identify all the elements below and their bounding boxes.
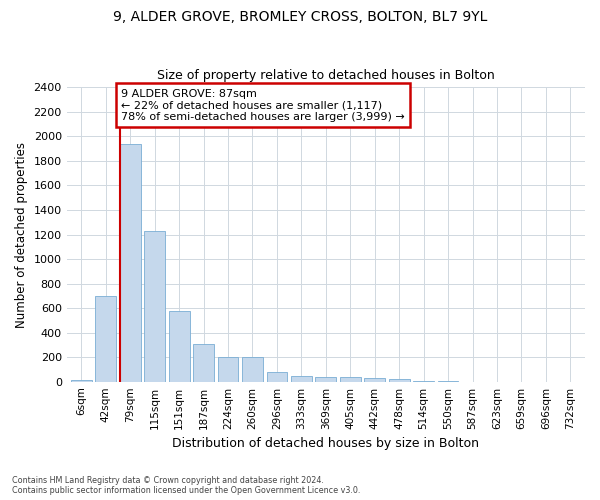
Text: Contains HM Land Registry data © Crown copyright and database right 2024.
Contai: Contains HM Land Registry data © Crown c… [12, 476, 361, 495]
Text: 9, ALDER GROVE, BROMLEY CROSS, BOLTON, BL7 9YL: 9, ALDER GROVE, BROMLEY CROSS, BOLTON, B… [113, 10, 487, 24]
Y-axis label: Number of detached properties: Number of detached properties [15, 142, 28, 328]
Bar [169, 310, 190, 382]
Bar [364, 378, 385, 382]
Bar [340, 378, 361, 382]
Bar [71, 380, 92, 382]
Bar [144, 231, 165, 382]
Bar [316, 377, 336, 382]
Bar [266, 372, 287, 382]
Title: Size of property relative to detached houses in Bolton: Size of property relative to detached ho… [157, 69, 495, 82]
Bar [413, 381, 434, 382]
Bar [193, 344, 214, 382]
Bar [218, 357, 238, 382]
Bar [291, 376, 312, 382]
Bar [120, 144, 140, 382]
Text: 9 ALDER GROVE: 87sqm
← 22% of detached houses are smaller (1,117)
78% of semi-de: 9 ALDER GROVE: 87sqm ← 22% of detached h… [121, 88, 405, 122]
Bar [389, 380, 410, 382]
X-axis label: Distribution of detached houses by size in Bolton: Distribution of detached houses by size … [172, 437, 479, 450]
Bar [95, 296, 116, 382]
Bar [242, 357, 263, 382]
